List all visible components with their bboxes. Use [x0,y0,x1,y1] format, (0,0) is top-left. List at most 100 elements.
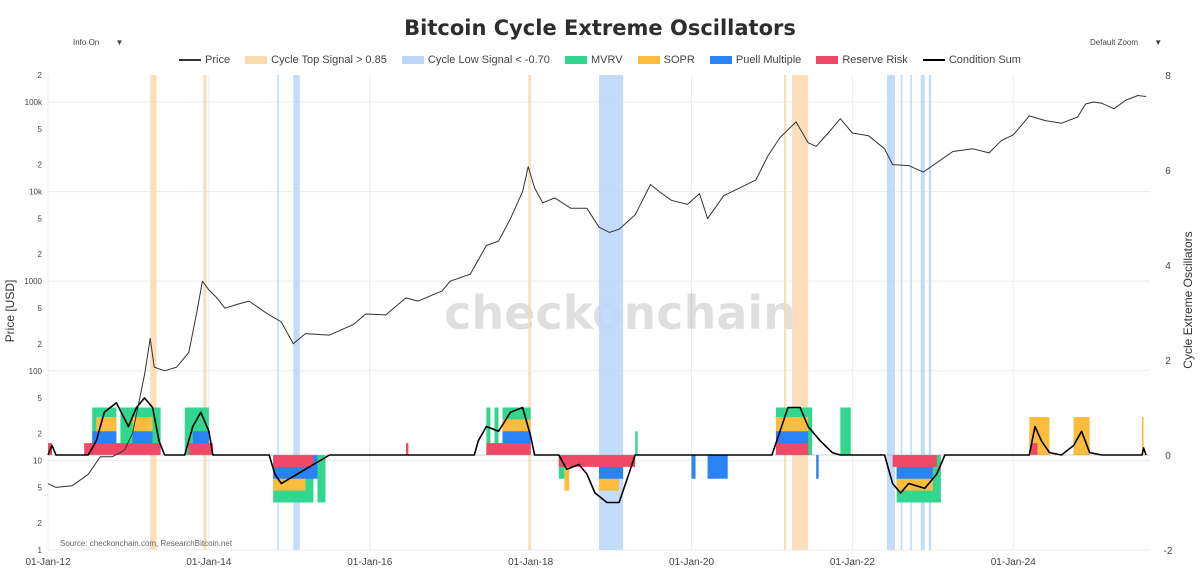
legend-label: Condition Sum [948,54,1021,66]
legend-label: Cycle Top Signal > 0.85 [271,54,387,66]
reserve-risk-bar [558,455,636,467]
y-left-tick-label: 2 [38,250,43,259]
y-left-tick-label: 1000 [24,277,42,286]
mvrv-bar [840,407,851,455]
cycle-top-band [784,75,787,550]
y-left-tick-label: 2 [38,71,43,80]
x-tick-label: 01-Jan-12 [25,557,70,568]
legend-label: Price [205,54,231,66]
price-line [47,95,1147,488]
puell-multiple-bar [691,455,696,479]
source-note: Source: checkonchain.com, ResearchBitcoi… [60,539,233,548]
y-axis-right-title: Cycle Extreme Oscillators [1181,231,1195,368]
legend-swatch [922,59,945,62]
mvrv-bar [486,407,491,455]
sopr-bar [1141,417,1144,455]
chart-title: Bitcoin Cycle Extreme Oscillators [404,16,796,40]
y-left-tick-label: 5 [38,215,43,224]
x-tick-label: 01-Jan-14 [186,557,231,568]
x-tick-label: 01-Jan-20 [669,557,714,568]
chart-legend: Price Cycle Top Signal > 0.85 Cycle Low … [0,54,1200,66]
cycle-low-band [920,75,925,550]
mvrv-bar [635,431,638,455]
legend-swatch [245,56,268,65]
series-lines [47,95,1150,504]
reserve-risk-bar [273,455,314,467]
y-left-tick-label: 2 [38,340,43,349]
chevron-down-icon: ▼ [115,38,124,47]
legend-item-puell[interactable]: Puell Multiple [709,54,802,66]
y-axis-left-title: Price [USD] [3,280,17,343]
cycle-low-band [277,75,279,550]
y-left-tick-label: 10k [29,188,43,197]
legend-label: SOPR [663,54,695,66]
y-right-tick-label: 8 [1165,71,1171,82]
reserve-risk-bar [188,443,213,455]
legend-item-mvrv[interactable]: MVRV [564,54,623,66]
zoom-label: Default Zoom [1090,38,1139,47]
legend-item-price[interactable]: Price [179,54,230,66]
info-toggle-dropdown[interactable]: Info On ▼ [73,38,123,47]
info-toggle-label: Info On [73,38,100,47]
y-left-tick-label: 5 [38,483,43,492]
legend-label: Reserve Risk [842,54,908,66]
reserve-risk-bar [1030,443,1038,455]
legend-label: MVRV [590,54,623,66]
reserve-risk-bar [84,443,161,455]
mvrv-bar [317,455,326,503]
y-right-tick-label: 2 [1165,356,1171,367]
chevron-down-icon: ▼ [1154,38,1163,47]
y-right-tick-label: 0 [1165,451,1171,462]
y-left-tick-label: 100 [29,367,43,376]
cycle-top-band [203,75,207,550]
sopr-bar [1073,417,1090,455]
x-tick-label: 01-Jan-16 [347,557,392,568]
y-right-tick-label: -2 [1164,546,1173,557]
y-left-tick-label: 1 [38,546,43,555]
legend-swatch [564,56,587,65]
puell-multiple-bar [707,455,728,479]
legend-label: Cycle Low Signal < -0.70 [427,54,550,66]
axes: 1 2 5 10 2 5 100 2 5 1000 2 5 10k 2 5 100k 2 -2 0 2 4 6 8 01-Ja… [24,71,1173,568]
y-left-tick-label: 100k [25,98,43,107]
reserve-risk-bar [892,455,937,467]
legend-item-cycle-low[interactable]: Cycle Low Signal < -0.70 [401,54,550,66]
y-left-tick-label: 2 [38,519,43,528]
reserve-risk-bar [775,443,809,455]
y-left-tick-label: 5 [38,394,43,403]
legend-swatch [709,56,732,65]
legend-swatch [179,59,202,62]
legend-swatch [637,56,660,65]
cycle-low-band [900,75,903,550]
cycle-top-band [528,75,531,550]
legend-item-condition-sum[interactable]: Condition Sum [922,54,1021,66]
cycle-low-band [910,75,912,550]
condition-sum-line [47,397,1147,504]
legend-swatch [401,56,424,65]
legend-swatch [816,56,839,65]
legend-item-sopr[interactable]: SOPR [637,54,695,66]
x-tick-label: 01-Jan-24 [991,557,1036,568]
cycle-low-band [886,75,896,550]
puell-multiple-bar [816,455,819,479]
oscillator-bars [48,407,1144,503]
x-tick-label: 01-Jan-18 [508,557,553,568]
reserve-risk-bar [486,443,531,455]
cycle-low-band [928,75,932,550]
legend-item-cycle-top[interactable]: Cycle Top Signal > 0.85 [245,54,387,66]
sopr-bar [564,455,570,491]
x-tick-label: 01-Jan-22 [830,557,875,568]
y-left-tick-label: 2 [38,429,43,438]
y-left-tick-label: 2 [38,161,43,170]
y-left-tick-label: 5 [38,304,43,313]
legend-item-reserve-risk[interactable]: Reserve Risk [816,54,908,66]
legend-label: Puell Multiple [735,54,802,66]
y-left-tick-label: 10 [33,456,42,465]
zoom-dropdown[interactable]: Default Zoom ▼ [1090,38,1162,47]
y-left-tick-label: 5 [38,125,43,134]
y-right-tick-label: 6 [1165,166,1171,177]
cycle-top-band [792,75,809,550]
y-right-tick-label: 4 [1165,261,1171,272]
cycle-low-band [293,75,300,550]
